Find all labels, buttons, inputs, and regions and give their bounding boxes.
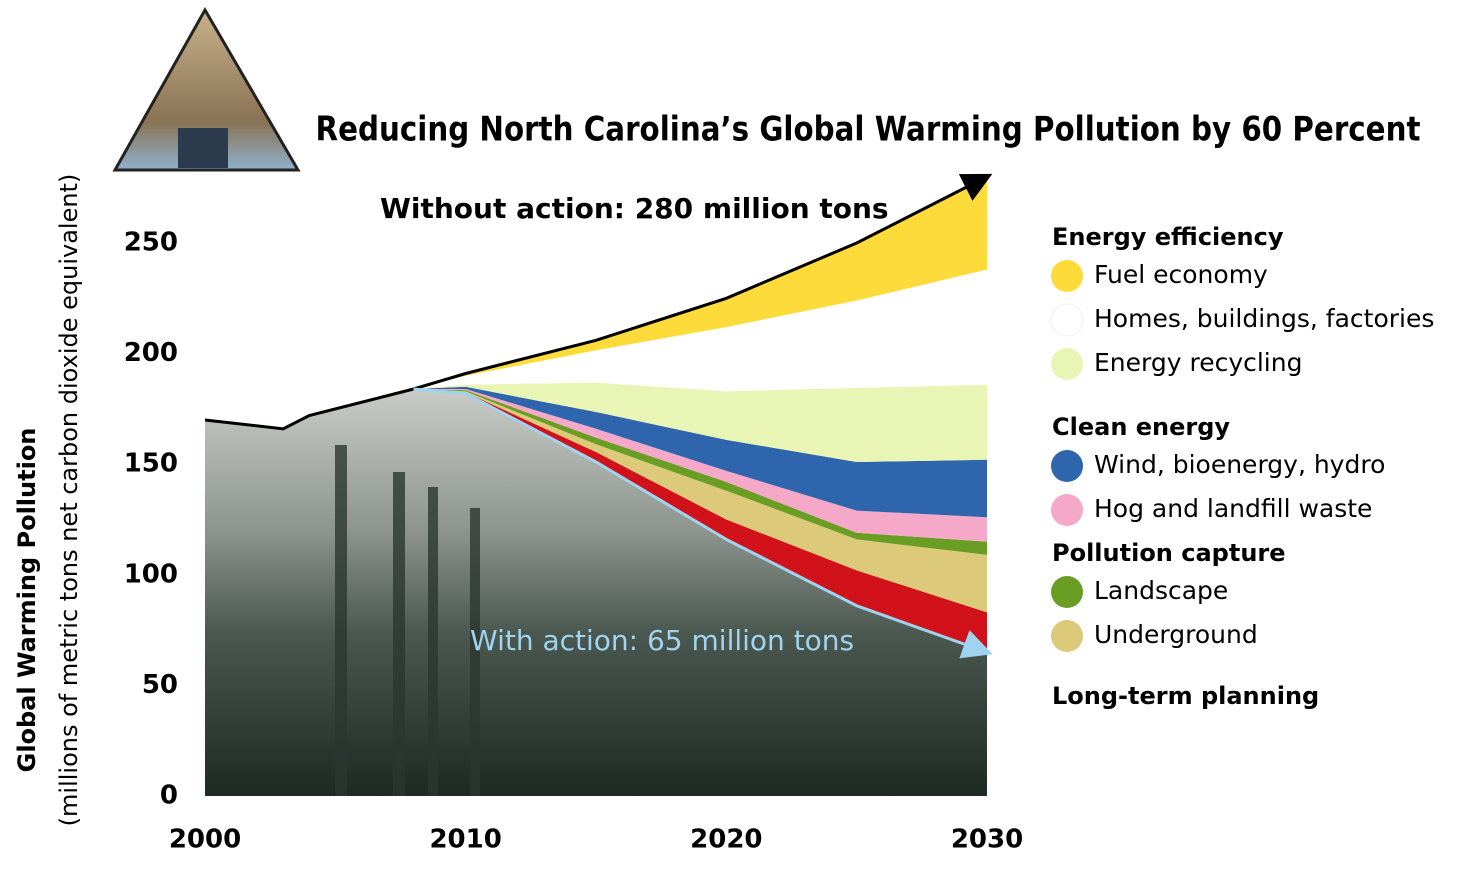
x-tick-label: 2000 (169, 825, 241, 855)
wedge (413, 386, 987, 518)
legend-label: Wind, bioenergy, hydro (1094, 450, 1385, 479)
with-action-line (413, 387, 993, 659)
legend-swatch (1051, 620, 1083, 652)
wedge (413, 388, 987, 555)
smokestack (428, 487, 438, 796)
wedge (413, 388, 987, 653)
legend-label: Energy recycling (1094, 348, 1302, 377)
x-tick-label: 2010 (429, 825, 501, 855)
smokestack (470, 508, 480, 796)
y-axis-subtitle: (millions of metric tons net carbon diox… (55, 174, 83, 827)
y-tick-label: 150 (124, 449, 178, 479)
legend-swatch (1050, 303, 1084, 337)
legend-heading: Clean energy (1052, 413, 1230, 441)
legend-label: Homes, buildings, factories (1094, 304, 1434, 333)
legend-label: Fuel economy (1094, 260, 1268, 289)
y-tick-label: 100 (124, 559, 178, 589)
x-tick-label: 2030 (951, 825, 1023, 855)
legend-label: Landscape (1094, 576, 1228, 605)
wedge (413, 388, 987, 613)
y-tick-label: 200 (124, 338, 178, 368)
icon (112, 6, 301, 172)
legend-swatch (1051, 260, 1083, 292)
wedge (413, 269, 987, 392)
wedge (413, 176, 987, 389)
chart-title: Reducing North Carolina’s Global Warming… (316, 110, 1421, 150)
y-tick-label: 250 (124, 228, 178, 258)
legend-swatch (1051, 576, 1083, 608)
legend-swatch (1051, 348, 1083, 380)
legend-heading: Pollution capture (1052, 539, 1286, 567)
smokestack (335, 445, 347, 796)
annotation: Without action: 280 million tons (380, 192, 889, 225)
annotation: With action: 65 million tons (470, 624, 854, 657)
wedge (413, 382, 987, 462)
legend-swatch (1051, 450, 1083, 482)
legend-label: Underground (1094, 620, 1258, 649)
without-action-line (204, 173, 993, 431)
x-tick-label: 2020 (690, 825, 762, 855)
y-tick-label: 50 (142, 670, 178, 700)
legend-label: Hog and landfill waste (1094, 494, 1372, 523)
smokestack (393, 472, 405, 796)
legend-swatch (1051, 494, 1083, 526)
legend-heading: Energy efficiency (1052, 223, 1284, 251)
wedge (413, 388, 987, 542)
y-tick-label: 0 (160, 781, 178, 811)
y-axis-title: Global Warming Pollution (13, 428, 41, 773)
legend-heading: Long-term planning (1052, 682, 1319, 710)
